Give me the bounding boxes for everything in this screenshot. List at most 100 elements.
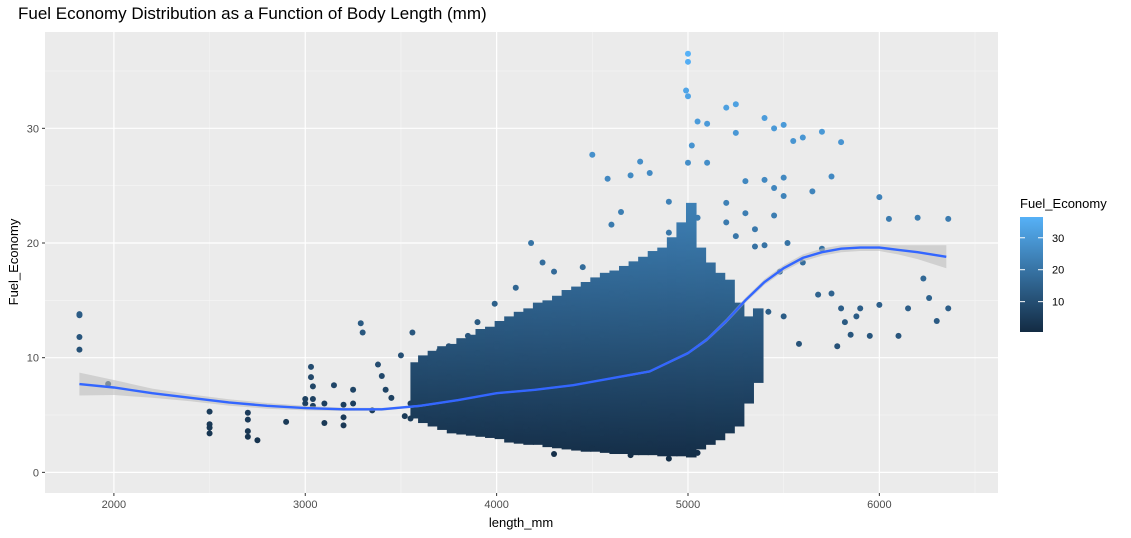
scatter-point — [436, 347, 443, 354]
scatter-point — [522, 423, 529, 430]
scatter-point — [560, 343, 567, 350]
scatter-point — [598, 331, 605, 338]
scatter-point — [560, 299, 567, 306]
scatter-point — [723, 219, 730, 226]
point-column — [465, 334, 477, 436]
scatter-point — [684, 50, 691, 57]
scatter-point — [713, 283, 720, 290]
scatter-point — [484, 360, 491, 367]
scatter-point — [388, 394, 395, 401]
scatter-point — [455, 354, 462, 361]
scatter-point — [445, 343, 452, 350]
scatter-point — [321, 400, 328, 407]
scatter-point — [307, 374, 314, 381]
chart-title: Fuel Economy Distribution as a Function … — [18, 4, 487, 23]
scatter-point — [579, 264, 586, 271]
scatter-point — [684, 244, 691, 251]
point-column — [705, 262, 716, 445]
y-axis: 0 10 20 30 — [27, 123, 45, 479]
scatter-point — [656, 434, 663, 441]
point-column — [456, 338, 467, 435]
scatter-point — [751, 226, 758, 233]
scatter-point — [424, 405, 431, 412]
scatter-point — [683, 87, 690, 94]
scatter-point — [508, 409, 515, 416]
scatter-point — [732, 233, 739, 240]
scatter-point — [765, 308, 772, 315]
scatter-point — [468, 406, 475, 413]
scatter-point — [309, 383, 316, 390]
point-column — [427, 350, 439, 427]
scatter-point — [512, 330, 519, 337]
legend: Fuel_Economy 10 20 30 — [1020, 196, 1107, 332]
point-column — [437, 346, 448, 430]
scatter-point — [587, 408, 594, 415]
scatter-point — [841, 319, 848, 326]
point-column — [685, 202, 697, 458]
scatter-point — [321, 420, 328, 427]
scatter-point — [704, 159, 711, 166]
x-tick-label: 2000 — [102, 499, 126, 511]
scatter-point — [497, 415, 504, 422]
scatter-point — [895, 332, 902, 339]
scatter-point — [302, 400, 309, 407]
point-columns — [410, 202, 764, 458]
point-column — [475, 329, 487, 437]
scatter-point — [484, 422, 491, 429]
scatter-point — [834, 343, 841, 350]
scatter-point — [784, 240, 791, 247]
x-axis-title: length_mm — [489, 515, 553, 530]
scatter-point — [551, 312, 558, 319]
scatter-point — [866, 332, 873, 339]
x-tick-label: 6000 — [867, 499, 891, 511]
point-column — [523, 308, 534, 445]
point-column — [571, 286, 582, 451]
scatter-point — [684, 58, 691, 65]
scatter-point — [418, 414, 425, 421]
scatter-point — [876, 301, 883, 308]
scatter-point — [675, 264, 682, 271]
scatter-point — [637, 320, 644, 327]
scatter-point — [493, 343, 500, 350]
point-column — [657, 247, 668, 457]
legend-colorbar — [1020, 217, 1043, 332]
scatter-point — [551, 451, 558, 458]
scatter-point — [547, 403, 554, 410]
scatter-point — [761, 242, 768, 249]
y-tick-label: 30 — [27, 123, 39, 135]
scatter-point — [474, 319, 481, 326]
scatter-point — [374, 361, 381, 368]
scatter-point — [543, 329, 550, 336]
scatter-point — [436, 360, 443, 367]
scatter-point — [579, 425, 586, 432]
scatter-point — [618, 209, 625, 216]
scatter-point — [665, 455, 672, 462]
point-column — [733, 302, 745, 427]
scatter-point — [589, 151, 596, 158]
scatter-point — [945, 215, 952, 222]
scatter-point — [838, 305, 845, 312]
scatter-point — [780, 192, 787, 199]
scatter-point — [541, 424, 548, 431]
scatter-point — [732, 101, 739, 108]
scatter-point — [675, 276, 682, 283]
point-column — [638, 256, 649, 456]
point-column — [532, 302, 544, 445]
scatter-point — [662, 374, 669, 381]
scatter-point — [464, 420, 471, 427]
scatter-point — [503, 429, 510, 436]
scatter-point — [646, 170, 653, 177]
scatter-point — [522, 398, 529, 405]
scatter-point — [694, 449, 701, 456]
point-column — [590, 277, 601, 452]
scatter-point — [780, 121, 787, 128]
scatter-point — [656, 308, 663, 315]
scatter-point — [244, 433, 251, 440]
scatter-point — [618, 324, 625, 331]
scatter-point — [407, 415, 414, 422]
legend-tick-label: 20 — [1052, 265, 1064, 277]
scatter-point — [618, 428, 625, 435]
x-tick-label: 5000 — [676, 499, 700, 511]
scatter-point — [570, 320, 577, 327]
